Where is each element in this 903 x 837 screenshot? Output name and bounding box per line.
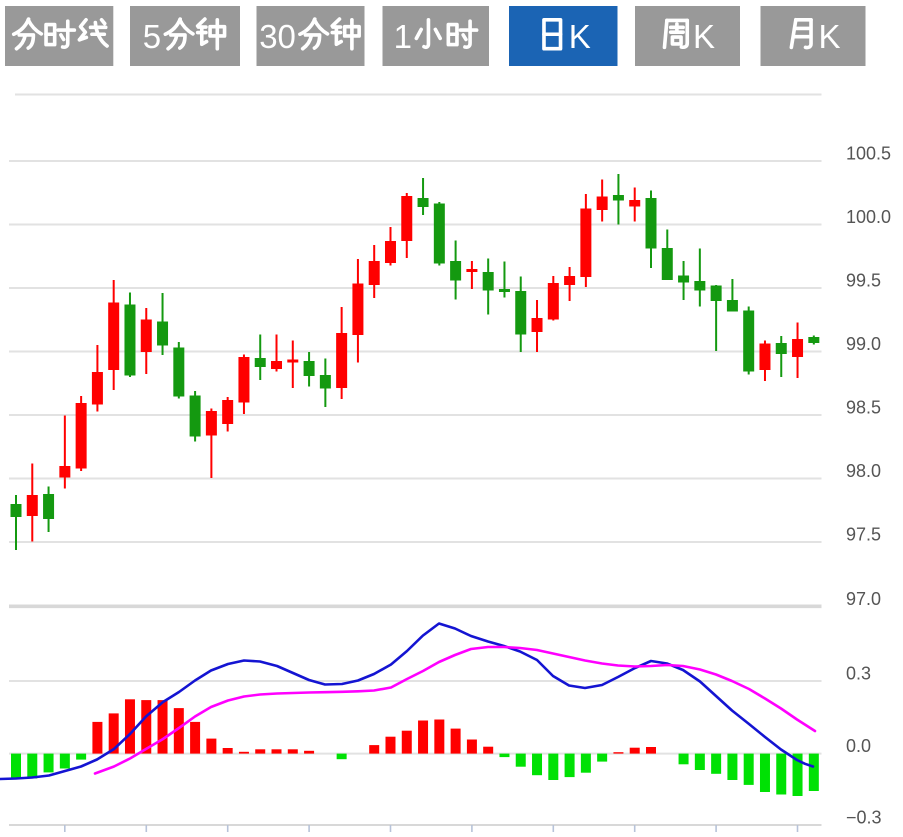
svg-text:0: 0	[278, 18, 296, 55]
svg-text:K: K	[569, 18, 591, 55]
svg-text:97.5: 97.5	[846, 525, 881, 545]
svg-text:−0.3: −0.3	[846, 808, 882, 828]
svg-text:0.3: 0.3	[846, 664, 871, 684]
svg-text:100.5: 100.5	[846, 144, 891, 164]
svg-text:98.0: 98.0	[846, 461, 881, 481]
svg-text:K: K	[819, 18, 841, 55]
svg-text:5: 5	[143, 18, 161, 55]
svg-text:99.5: 99.5	[846, 271, 881, 291]
svg-text:0.0: 0.0	[846, 736, 871, 756]
svg-text:1: 1	[394, 18, 412, 55]
svg-text:K: K	[693, 18, 715, 55]
svg-text:3: 3	[259, 18, 277, 55]
svg-text:99.0: 99.0	[846, 334, 881, 354]
svg-text:98.5: 98.5	[846, 398, 881, 418]
svg-text:100.0: 100.0	[846, 207, 891, 227]
svg-text:97.0: 97.0	[846, 589, 881, 609]
